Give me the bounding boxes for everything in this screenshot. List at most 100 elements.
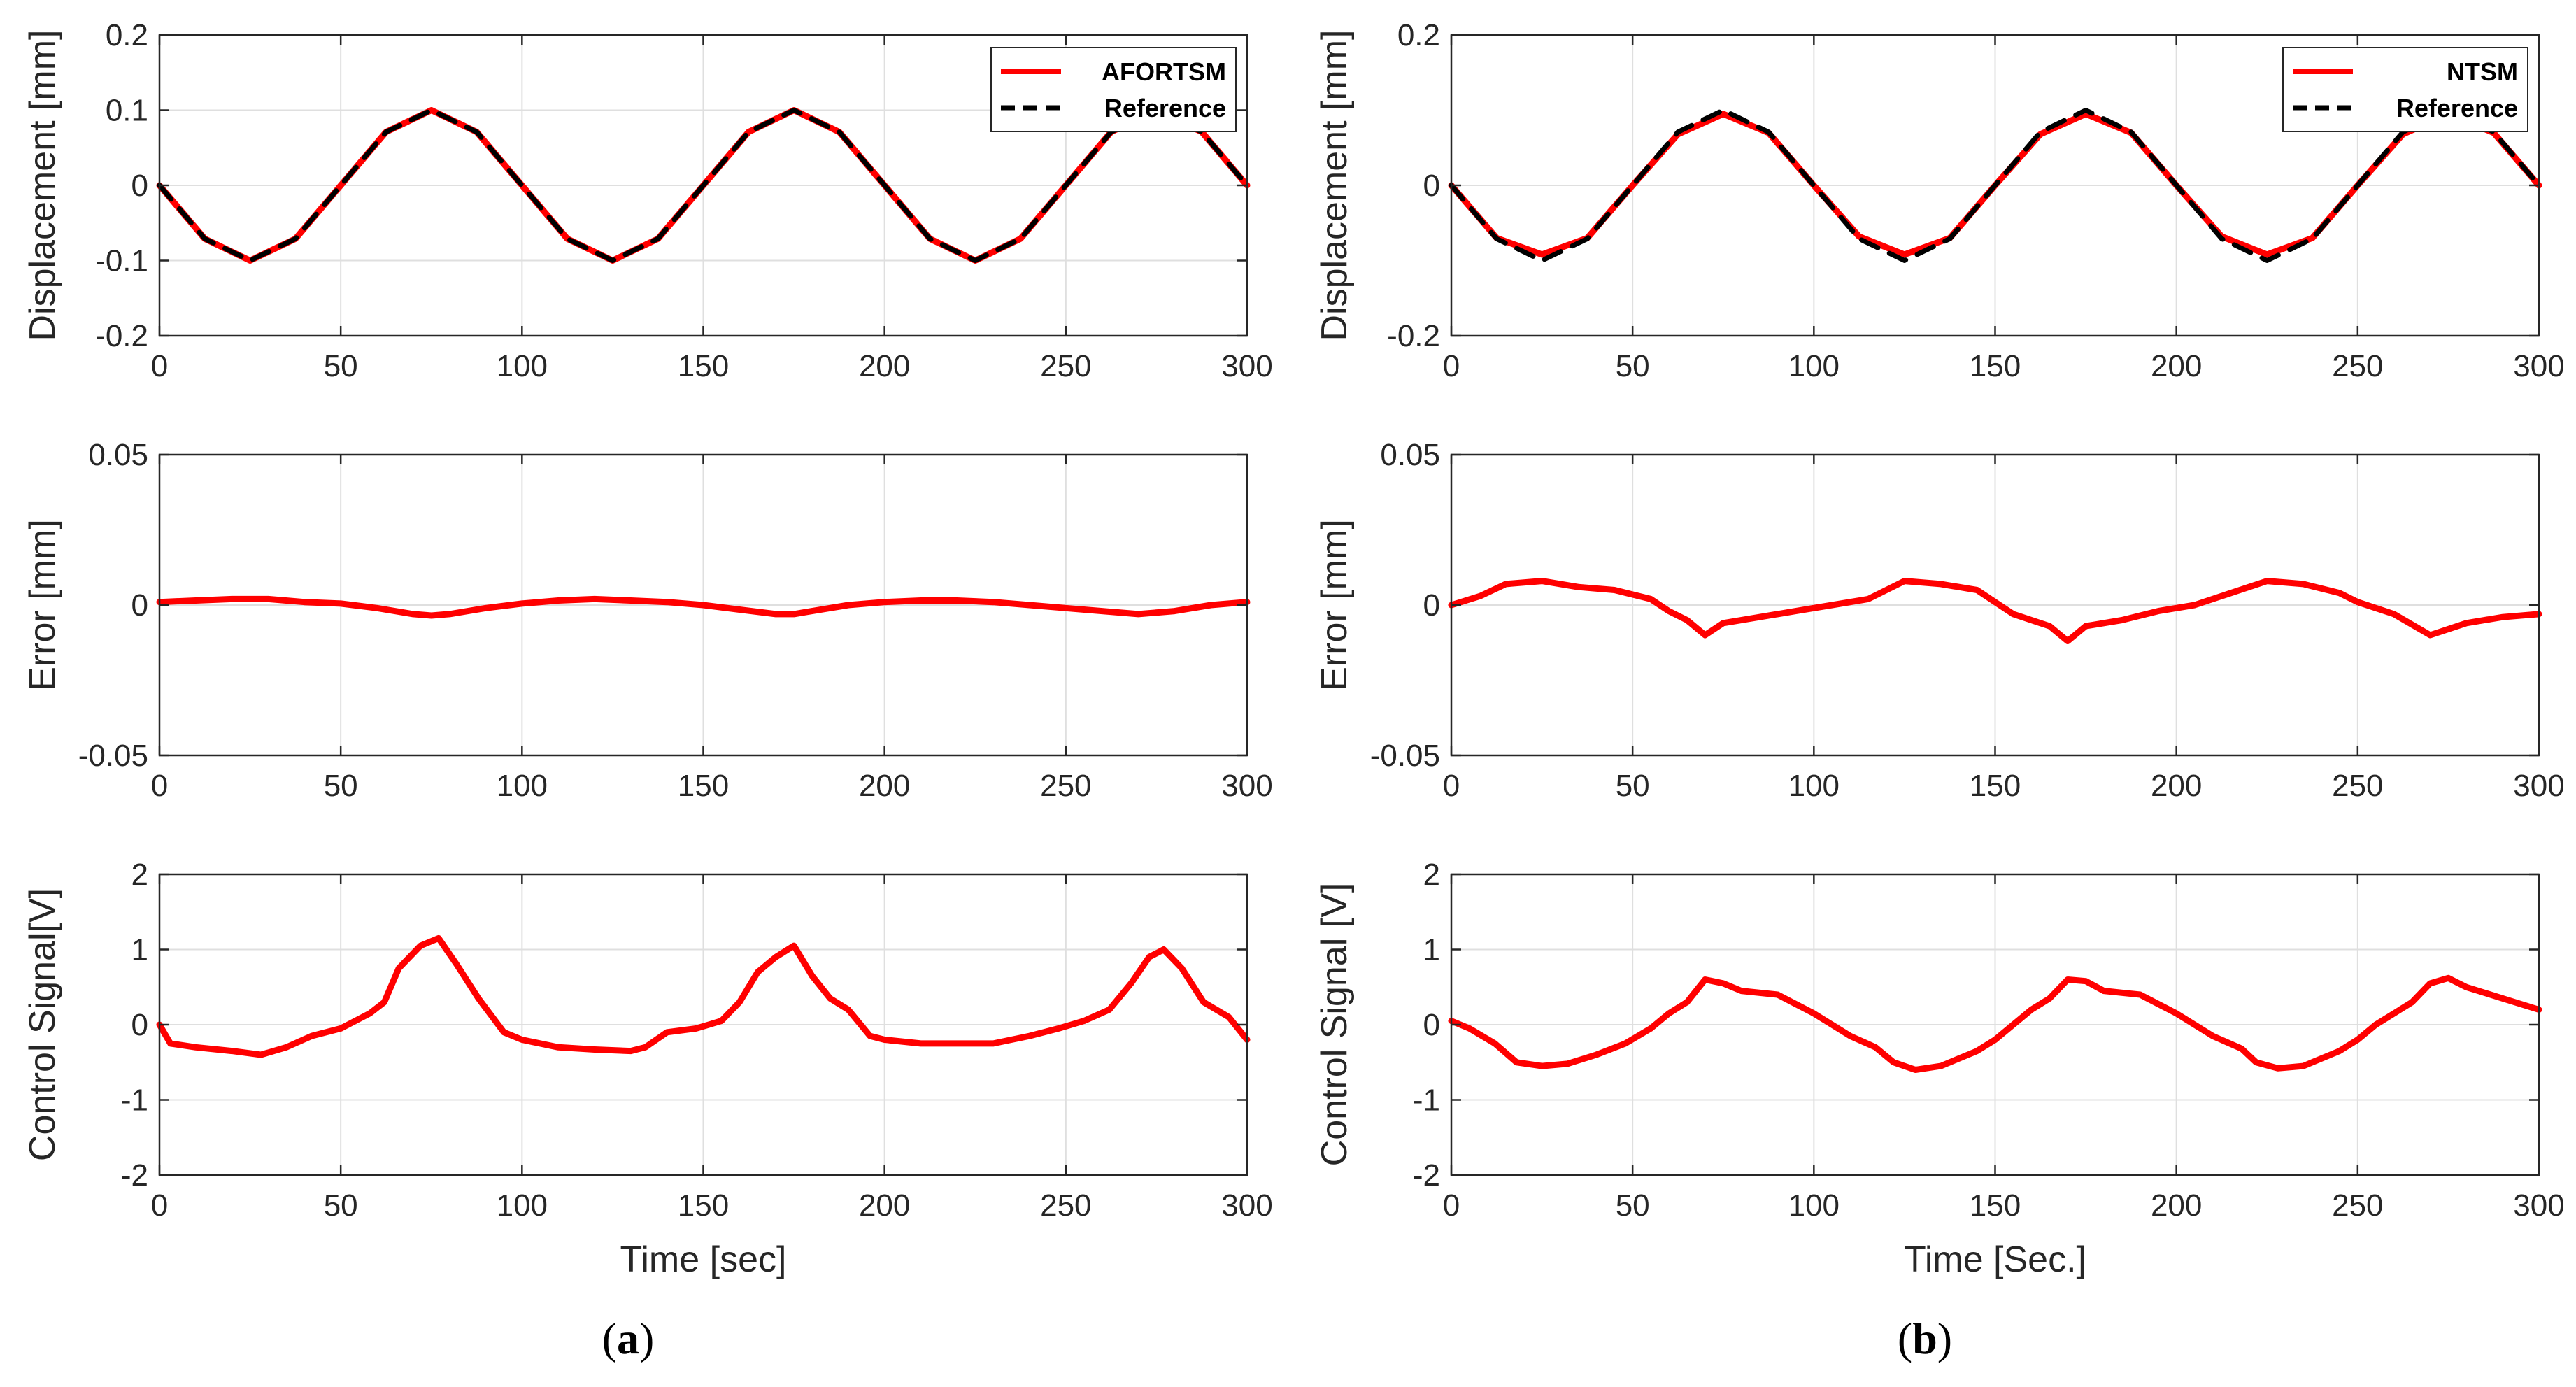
b-error-xtick-label-0: 0 (1443, 769, 1460, 803)
a-error-ytick-label-1: 0 (131, 588, 148, 623)
a-displacement-ytick-label-1: -0.1 (95, 244, 148, 278)
a-displacement-ylabel: Displacement [mm] (22, 30, 63, 341)
b-error-ytick-label-1: 0 (1423, 588, 1440, 623)
panel-label-b: (b) (1898, 1314, 1952, 1363)
a-displacement-legend-label-1: Reference (1104, 94, 1226, 122)
a-control-xtick-label-2: 100 (497, 1188, 548, 1223)
chart-b-control: 0 50 100 150 200 250 300 -2 -1 0 1 2 Control Signal … (1314, 858, 2565, 1280)
b-displacement-xtick-label-4: 200 (2151, 349, 2202, 383)
a-control-xtick-label-3: 150 (678, 1188, 729, 1223)
b-error-xtick-label-6: 300 (2513, 769, 2564, 803)
b-error-ylabel: Error [mm] (1314, 519, 1355, 691)
b-displacement-series-1-line (1449, 108, 2542, 263)
a-control-ytick-label-2: 0 (131, 1008, 148, 1042)
b-control-series-0-line (1448, 974, 2542, 1073)
b-control-xtick-label-6: 300 (2513, 1188, 2564, 1223)
b-displacement-ytick-label-0: -0.2 (1387, 319, 1440, 353)
b-control-xtick-label-0: 0 (1443, 1188, 1460, 1223)
panel-label-a: (a) (602, 1314, 655, 1363)
a-displacement-legend-box (990, 47, 1237, 132)
panel-label-a-open: ( (602, 1314, 617, 1363)
a-control-ytick-label-4: 2 (131, 858, 148, 892)
a-control-ytick-label-0: -2 (121, 1158, 148, 1193)
a-control-xtick-label-1: 50 (324, 1188, 358, 1223)
b-displacement-ytick-label-2: 0.2 (1397, 18, 1440, 52)
b-error-xtick-label-2: 100 (1788, 769, 1840, 803)
b-displacement-legend-label-0: NTSM (2447, 57, 2518, 86)
b-error-xtick-label-1: 50 (1616, 769, 1650, 803)
a-control-xtick-label-6: 300 (1221, 1188, 1272, 1223)
b-control-ytick-label-0: -2 (1413, 1158, 1440, 1193)
b-control-ytick-label-1: -1 (1413, 1083, 1440, 1118)
a-control-series-0-line (156, 934, 1251, 1058)
b-displacement-xtick-label-6: 300 (2513, 349, 2564, 383)
b-error-ytick-label-0: -0.05 (1370, 739, 1440, 773)
a-error-xtick-label-5: 250 (1040, 769, 1091, 803)
b-control-ytick-label-4: 2 (1423, 858, 1440, 892)
a-displacement-xtick-label-2: 100 (497, 349, 548, 383)
a-error-ytick-label-0: -0.05 (78, 739, 148, 773)
b-displacement-xtick-label-3: 150 (1970, 349, 2021, 383)
b-control-xtick-label-4: 200 (2151, 1188, 2202, 1223)
a-error-xtick-label-2: 100 (497, 769, 548, 803)
a-displacement-ytick-label-2: 0 (131, 169, 148, 203)
a-displacement-ytick-label-4: 0.2 (106, 18, 148, 52)
a-displacement-xtick-label-1: 50 (324, 349, 358, 383)
b-error-xtick-label-4: 200 (2151, 769, 2202, 803)
a-control-ytick-label-1: -1 (121, 1083, 148, 1118)
a-error-xtick-label-4: 200 (859, 769, 910, 803)
a-displacement-xtick-label-6: 300 (1221, 349, 1272, 383)
a-error-xtick-label-1: 50 (324, 769, 358, 803)
b-control-xtick-label-2: 100 (1788, 1188, 1840, 1223)
a-control-xlabel: Time [sec] (620, 1239, 787, 1280)
b-control-xtick-label-5: 250 (2332, 1188, 2383, 1223)
panel-label-a-letter: a (617, 1314, 639, 1363)
a-displacement-series-1-line (157, 108, 1250, 263)
a-displacement-xtick-label-0: 0 (151, 349, 168, 383)
panel-label-b-letter: b (1912, 1314, 1937, 1363)
a-control-ytick-label-3: 1 (131, 933, 148, 967)
b-displacement-legend-label-1: Reference (2396, 94, 2518, 122)
a-displacement-xtick-label-4: 200 (859, 349, 910, 383)
b-control-ytick-label-3: 1 (1423, 933, 1440, 967)
panel-label-b-close: ) (1937, 1314, 1952, 1363)
plot-area: 0 50 100 150 200 250 300-0.2-0.100.10.2Displac… (22, 18, 2565, 1280)
a-error-xtick-label-3: 150 (678, 769, 729, 803)
b-displacement-xtick-label-0: 0 (1443, 349, 1460, 383)
a-control-xtick-label-4: 200 (859, 1188, 910, 1223)
a-displacement-ytick-label-3: 0.1 (106, 94, 148, 128)
b-displacement-legend-box (2282, 47, 2528, 132)
b-displacement-ytick-label-1: 0 (1423, 169, 1440, 203)
a-control-xtick-label-0: 0 (151, 1188, 168, 1223)
panel-label-b-open: ( (1898, 1314, 1912, 1363)
a-error-ylabel: Error [mm] (22, 519, 63, 691)
b-displacement-xtick-label-1: 50 (1616, 349, 1650, 383)
b-control-ytick-label-2: 0 (1423, 1008, 1440, 1042)
b-control-xlabel: Time [Sec.] (1904, 1239, 2086, 1280)
a-error-xtick-label-0: 0 (151, 769, 168, 803)
a-displacement-ytick-label-0: -0.2 (95, 319, 148, 353)
b-control-ylabel: Control Signal [V] (1314, 883, 1355, 1167)
b-error-xtick-label-5: 250 (2332, 769, 2383, 803)
b-displacement-xtick-label-5: 250 (2332, 349, 2383, 383)
b-control-xtick-label-3: 150 (1970, 1188, 2021, 1223)
panel-label-a-close: ) (639, 1314, 654, 1363)
b-displacement-xtick-label-2: 100 (1788, 349, 1840, 383)
b-error-ytick-label-2: 0.05 (1380, 438, 1440, 472)
a-error-xtick-label-6: 300 (1221, 769, 1272, 803)
chart-a-control: 0 50 100 150 200 250 300 -2 -1 0 1 2 Control Signal[… (22, 858, 1273, 1280)
b-error-xtick-label-3: 150 (1970, 769, 2021, 803)
b-control-xtick-label-1: 50 (1616, 1188, 1650, 1223)
a-error-series-0-line (156, 595, 1251, 619)
a-control-ylabel: Control Signal[V] (22, 888, 63, 1161)
a-error-ytick-label-2: 0.05 (88, 438, 148, 472)
a-displacement-xtick-label-3: 150 (678, 349, 729, 383)
b-error-series-0-line (1448, 578, 2542, 645)
b-displacement-ylabel: Displacement [mm] (1314, 30, 1355, 341)
a-displacement-legend-label-0: AFORTSM (1102, 57, 1226, 86)
a-control-xtick-label-5: 250 (1040, 1188, 1091, 1223)
